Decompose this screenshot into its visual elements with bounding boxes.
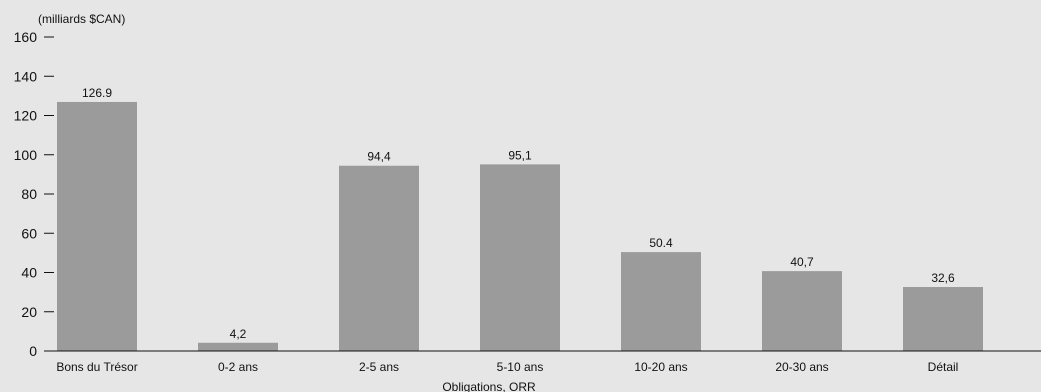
- bar-value-label: 4,2: [230, 327, 247, 341]
- y-tick-label: 60: [21, 225, 37, 241]
- category-label: 5-10 ans: [497, 360, 544, 374]
- category-label: 0-2 ans: [218, 360, 258, 374]
- bar-value-label: 50.4: [649, 236, 673, 250]
- y-tick-label: 20: [21, 304, 37, 320]
- bar-value-label: 32,6: [931, 271, 955, 285]
- x-axis-title: Obligations, ORR: [442, 380, 536, 392]
- bar: [621, 252, 701, 351]
- value-labels: 126.9 4,2 94,4 95,1 50.4 40,7 32,6: [82, 86, 955, 341]
- bar-value-label: 94,4: [367, 150, 391, 164]
- category-label: 2-5 ans: [359, 360, 399, 374]
- category-label: 20-30 ans: [775, 360, 828, 374]
- bar: [480, 164, 560, 351]
- y-tick-label: 80: [21, 186, 37, 202]
- bar: [762, 271, 842, 351]
- category-labels: Bons du Trésor 0-2 ans 2-5 ans 5-10 ans 10-2…: [56, 360, 958, 374]
- category-label: 10-20 ans: [634, 360, 687, 374]
- bar-value-label: 40,7: [790, 255, 814, 269]
- bar-value-label: 126.9: [82, 86, 112, 100]
- bar: [339, 165, 419, 351]
- category-label: Bons du Trésor: [56, 360, 137, 374]
- bar: [57, 101, 137, 352]
- y-tick-label: 0: [29, 343, 37, 359]
- bars: [57, 101, 983, 352]
- y-tick-label: 100: [14, 147, 38, 163]
- y-tick-label: 40: [21, 265, 37, 281]
- bar: [903, 287, 983, 351]
- y-tick-label: 160: [14, 29, 38, 45]
- y-tick-label: 120: [14, 108, 38, 124]
- y-tick-label: 140: [14, 68, 38, 84]
- bar: [198, 342, 278, 351]
- category-label: Détail: [928, 360, 959, 374]
- y-axis-unit-label: (milliards $CAN): [38, 12, 125, 26]
- bar-value-label: 95,1: [508, 148, 532, 162]
- y-axis: 0 20 40 60 80 100 120 140 160: [14, 29, 54, 359]
